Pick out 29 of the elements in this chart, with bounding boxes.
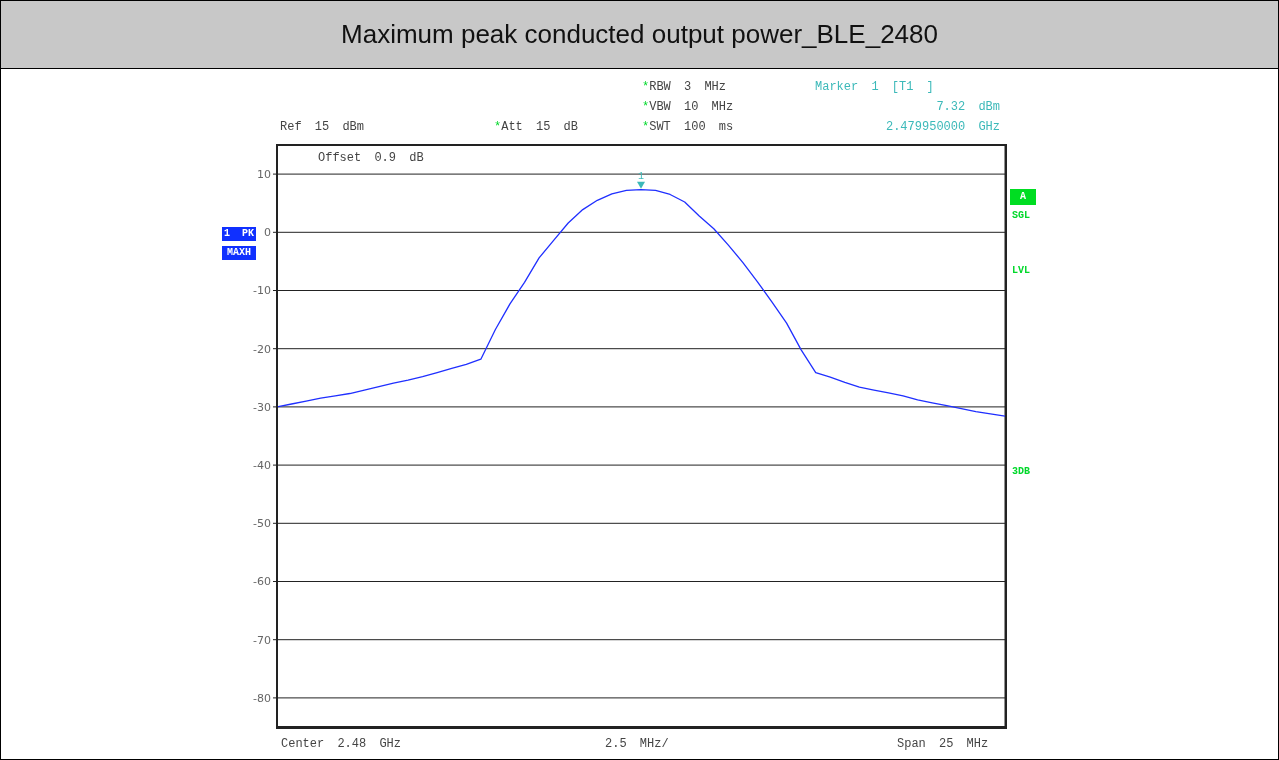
y-tick-label: 0: [264, 226, 271, 240]
y-tick-label: -80: [253, 691, 271, 705]
text: *VBW 10 MHz: [642, 99, 734, 115]
text: *SWT 100 ms: [642, 119, 734, 135]
text: MAXH: [222, 246, 256, 260]
chart-title: Maximum peak conducted output power_BLE_2480: [1, 1, 1278, 69]
y-tick-label: -50: [253, 517, 271, 531]
text: Center 2.48 GHz: [281, 736, 402, 752]
text: SGL: [1012, 209, 1031, 223]
y-tick-label: 10: [257, 168, 271, 182]
y-tick-label: -40: [253, 459, 271, 473]
text: *RBW 3 MHz: [642, 79, 727, 95]
y-tick-label: -70: [253, 633, 271, 647]
text: 2.479950000 GHz: [885, 119, 1000, 135]
text: Ref 15 dBm: [280, 119, 365, 135]
annotation: Offset 0.9 dB: [318, 150, 424, 166]
text: A: [1010, 189, 1036, 205]
y-tick-label: -20: [253, 342, 271, 356]
text: LVL: [1012, 264, 1031, 278]
y-tick-label: -10: [253, 284, 271, 298]
y-tick-label: -30: [253, 400, 271, 414]
text: Marker 1 [T1 ]: [815, 79, 934, 95]
y-tick-label: -60: [253, 575, 271, 589]
text: 2.5 MHz/: [605, 736, 669, 752]
text: *Att 15 dB: [494, 119, 579, 135]
text: Span 25 MHz: [897, 736, 989, 752]
text: 1 PK: [222, 227, 256, 241]
text: 7.32 dBm: [936, 99, 1000, 115]
text: 3DB: [1012, 465, 1031, 479]
